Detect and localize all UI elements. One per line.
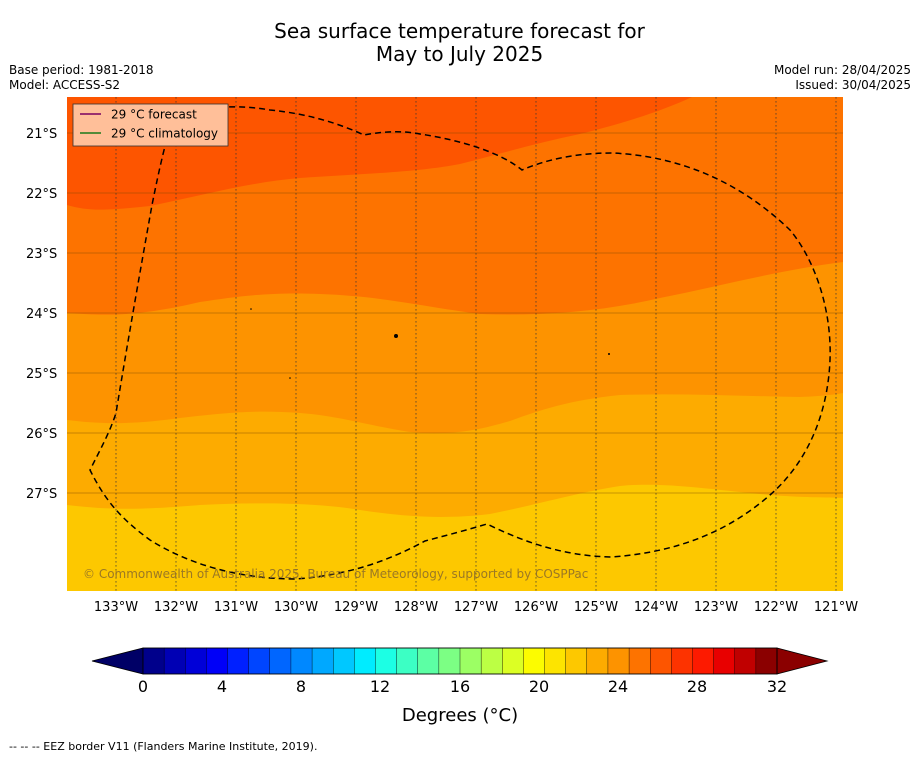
- lon-tick-label: 122°W: [754, 600, 798, 615]
- copyright-text: © Commonwealth of Australia 2025, Bureau…: [83, 567, 588, 581]
- colorbar-tick: 4: [217, 677, 227, 696]
- colorbar-cell: [671, 647, 693, 675]
- lat-tick-label: 21°S: [26, 127, 57, 142]
- colorbar-cell: [523, 647, 546, 675]
- latitude-lines: [67, 132, 843, 494]
- lon-tick-label: 132°W: [154, 600, 198, 615]
- lon-tick-label: 130°W: [274, 600, 318, 615]
- colorbar-cell: [417, 647, 440, 675]
- colorbar-cell: [480, 647, 503, 675]
- colorbar-tick: 32: [767, 677, 787, 696]
- lon-tick-label: 128°W: [394, 600, 438, 615]
- lat-tick-label: 22°S: [26, 187, 57, 202]
- lon-tick-label: 133°W: [94, 600, 138, 615]
- colorbar-cell: [290, 647, 313, 675]
- map-title-line-2: May to July 2025: [375, 42, 544, 66]
- colorbar-tick: 16: [450, 677, 470, 696]
- colorbar-cell: [185, 647, 207, 675]
- model-text: Model: ACCESS-S2: [9, 78, 121, 92]
- colorbar-cell: [713, 647, 736, 675]
- colorbar-overflow-triangle: [776, 647, 829, 675]
- colorbar-cell: [311, 647, 334, 675]
- colorbar-cell: [438, 647, 461, 675]
- colorbar-cell: [163, 647, 186, 675]
- contour-legend: 29 °C forecast 29 °C climatology: [72, 103, 229, 147]
- colorbar-tick: 12: [370, 677, 390, 696]
- colorbar-cell: [755, 647, 778, 675]
- eez-border-line: [89, 106, 831, 580]
- map-title-line-1: Sea surface temperature forecast for: [274, 19, 645, 43]
- base-period-text: Base period: 1981-2018: [9, 63, 154, 77]
- lon-tick-label: 125°W: [574, 600, 618, 615]
- colorbar-cell: [459, 647, 482, 675]
- sst-field: © Commonwealth of Australia 2025, Bureau…: [67, 97, 843, 591]
- colorbar-title: Degrees (°C): [402, 705, 518, 726]
- colorbar: 0 4 8 12 16 20 24 28 32 Degrees (°C): [91, 647, 829, 726]
- legend-box: [72, 103, 229, 147]
- model-run-text: Model run: 28/04/2025: [773, 63, 911, 77]
- lon-tick-label: 127°W: [454, 600, 498, 615]
- lon-tick-label: 121°W: [814, 600, 858, 615]
- lon-tick-label: 129°W: [334, 600, 378, 615]
- colorbar-cell: [227, 647, 250, 675]
- colorbar-cell: [396, 647, 419, 675]
- colorbar-cell: [142, 647, 165, 675]
- island-markers: [250, 308, 610, 379]
- legend-climatology-label: 29 °C climatology: [111, 127, 218, 141]
- colorbar-cells: [142, 647, 778, 675]
- lon-tick-label: 131°W: [214, 600, 258, 615]
- lat-tick-label: 26°S: [26, 427, 57, 442]
- lon-tick-label: 124°W: [634, 600, 678, 615]
- colorbar-tick: 28: [687, 677, 707, 696]
- lon-tick-label: 126°W: [514, 600, 558, 615]
- lat-tick-label: 27°S: [26, 487, 57, 502]
- colorbar-frame: [142, 647, 778, 675]
- colorbar-cell: [248, 647, 271, 675]
- colorbar-cell: [269, 647, 292, 675]
- colorbar-cell: [333, 647, 355, 675]
- colorbar-cell: [650, 647, 672, 675]
- colorbar-cell: [565, 647, 588, 675]
- lon-tick-label: 123°W: [694, 600, 738, 615]
- colorbar-cell: [628, 647, 651, 675]
- colorbar-underflow-triangle: [91, 647, 144, 675]
- legend-forecast-label: 29 °C forecast: [111, 108, 197, 122]
- colorbar-cell: [734, 647, 757, 675]
- colorbar-tick: 20: [529, 677, 549, 696]
- colorbar-tick-labels: 0 4 8 12 16 20 24 28 32: [138, 677, 787, 696]
- colorbar-cell: [206, 647, 229, 675]
- colorbar-cell: [586, 647, 609, 675]
- colorbar-tick: 0: [138, 677, 148, 696]
- colorbar-cell: [544, 647, 567, 675]
- colorbar-cell: [502, 647, 524, 675]
- colorbar-cell: [375, 647, 398, 675]
- lat-tick-label: 23°S: [26, 247, 57, 262]
- lat-tick-label: 25°S: [26, 367, 57, 382]
- colorbar-cell: [607, 647, 630, 675]
- latitude-tick-labels: 21°S 22°S 23°S 24°S 25°S 26°S 27°S: [26, 127, 57, 502]
- issued-text: Issued: 30/04/2025: [795, 78, 911, 92]
- longitude-tick-labels: 133°W 132°W 131°W 130°W 129°W 128°W 127°…: [94, 600, 858, 615]
- eez-border-footnote: -- -- -- EEZ border V11 (Flanders Marine…: [9, 740, 318, 753]
- colorbar-cell: [354, 647, 376, 675]
- colorbar-tick: 8: [296, 677, 306, 696]
- colorbar-tick: 24: [608, 677, 628, 696]
- lat-tick-label: 24°S: [26, 307, 57, 322]
- colorbar-cell: [692, 647, 715, 675]
